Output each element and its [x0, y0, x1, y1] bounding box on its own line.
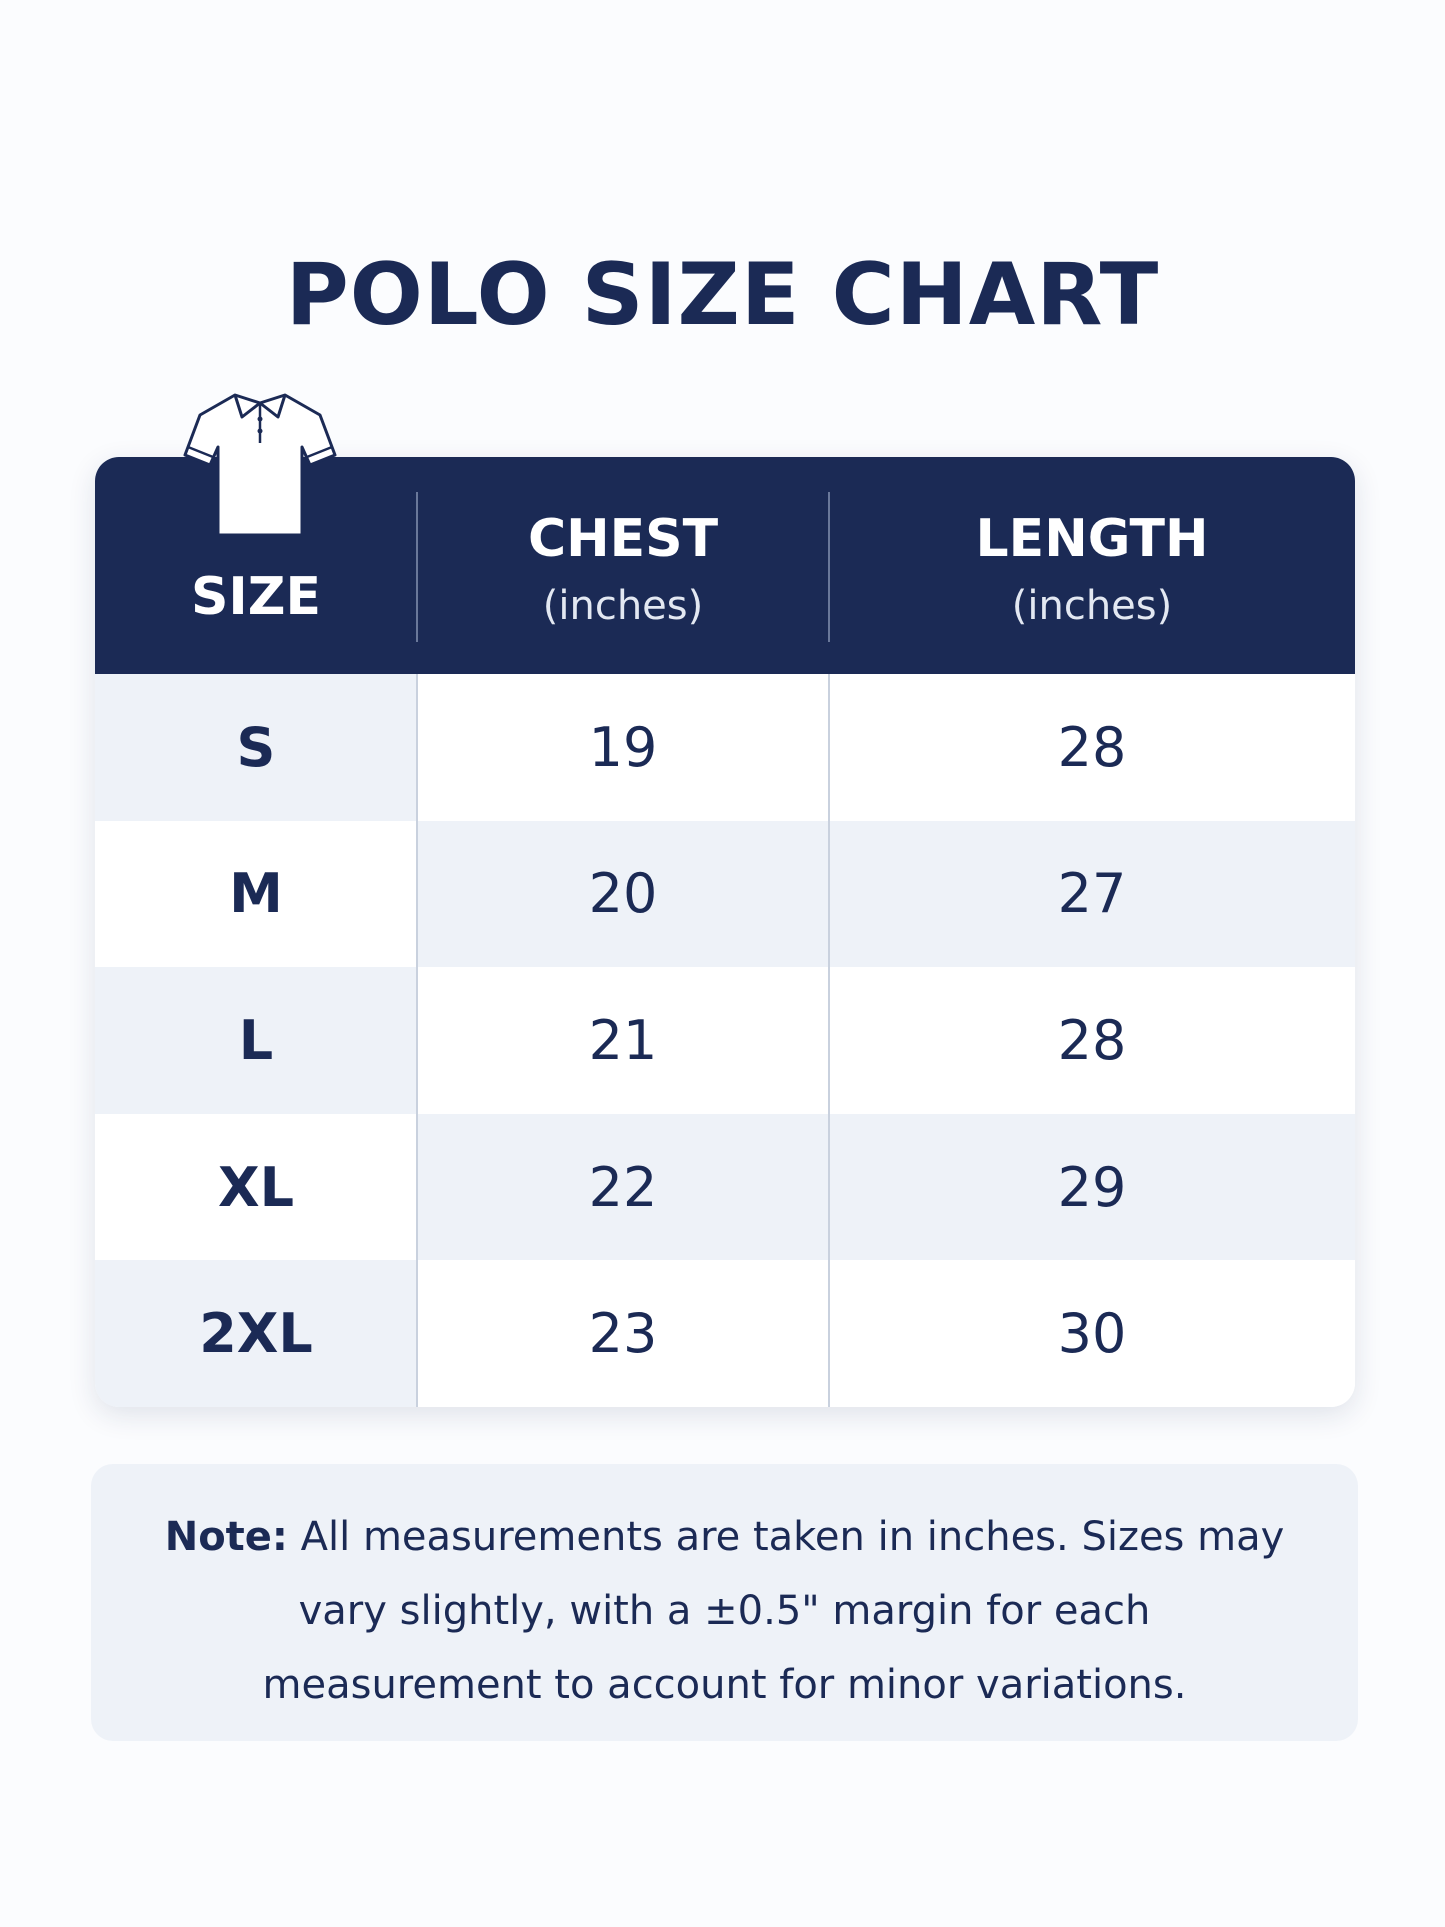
value-cell: 28: [829, 674, 1355, 821]
column-label: LENGTH: [975, 509, 1209, 569]
size-cell: L: [95, 967, 417, 1114]
value-cell: 28: [829, 967, 1355, 1114]
value-cell: 21: [417, 967, 829, 1114]
column-divider: [828, 674, 830, 1407]
column-divider: [416, 674, 418, 1407]
size-cell: S: [95, 674, 417, 821]
size-cell: XL: [95, 1113, 417, 1261]
size-cell: M: [95, 820, 417, 968]
size-cell: 2XL: [95, 1260, 417, 1407]
value-cell: 29: [829, 1113, 1355, 1261]
column-label: SIZE: [190, 567, 322, 627]
value-cell: 30: [829, 1260, 1355, 1407]
column-header: CHEST (inches): [417, 509, 829, 629]
note: Note: All measurements are taken in inch…: [91, 1464, 1358, 1741]
header-divider: [828, 492, 830, 642]
note-label: Note:: [164, 1514, 288, 1560]
table-header: [95, 457, 1355, 674]
value-cell: 23: [417, 1260, 829, 1407]
value-cell: 22: [417, 1113, 829, 1261]
column-unit: (inches): [542, 583, 704, 629]
size-table: SIZE CHEST (inches) LENGTH (inches) S 19 28 M 20 2…: [95, 457, 1355, 1407]
value-cell: 20: [417, 820, 829, 968]
value-cell: 19: [417, 674, 829, 821]
column-unit: (inches): [1011, 583, 1173, 629]
header-divider: [416, 492, 418, 642]
polo-icon: [183, 393, 337, 537]
value-cell: 27: [829, 820, 1355, 968]
column-label: CHEST: [527, 509, 719, 569]
column-header: SIZE: [95, 567, 417, 627]
title: POLO SIZE CHART: [285, 245, 1160, 345]
column-header: LENGTH (inches): [829, 509, 1355, 629]
note-text: All measurements are taken in inches. Si…: [262, 1514, 1285, 1708]
